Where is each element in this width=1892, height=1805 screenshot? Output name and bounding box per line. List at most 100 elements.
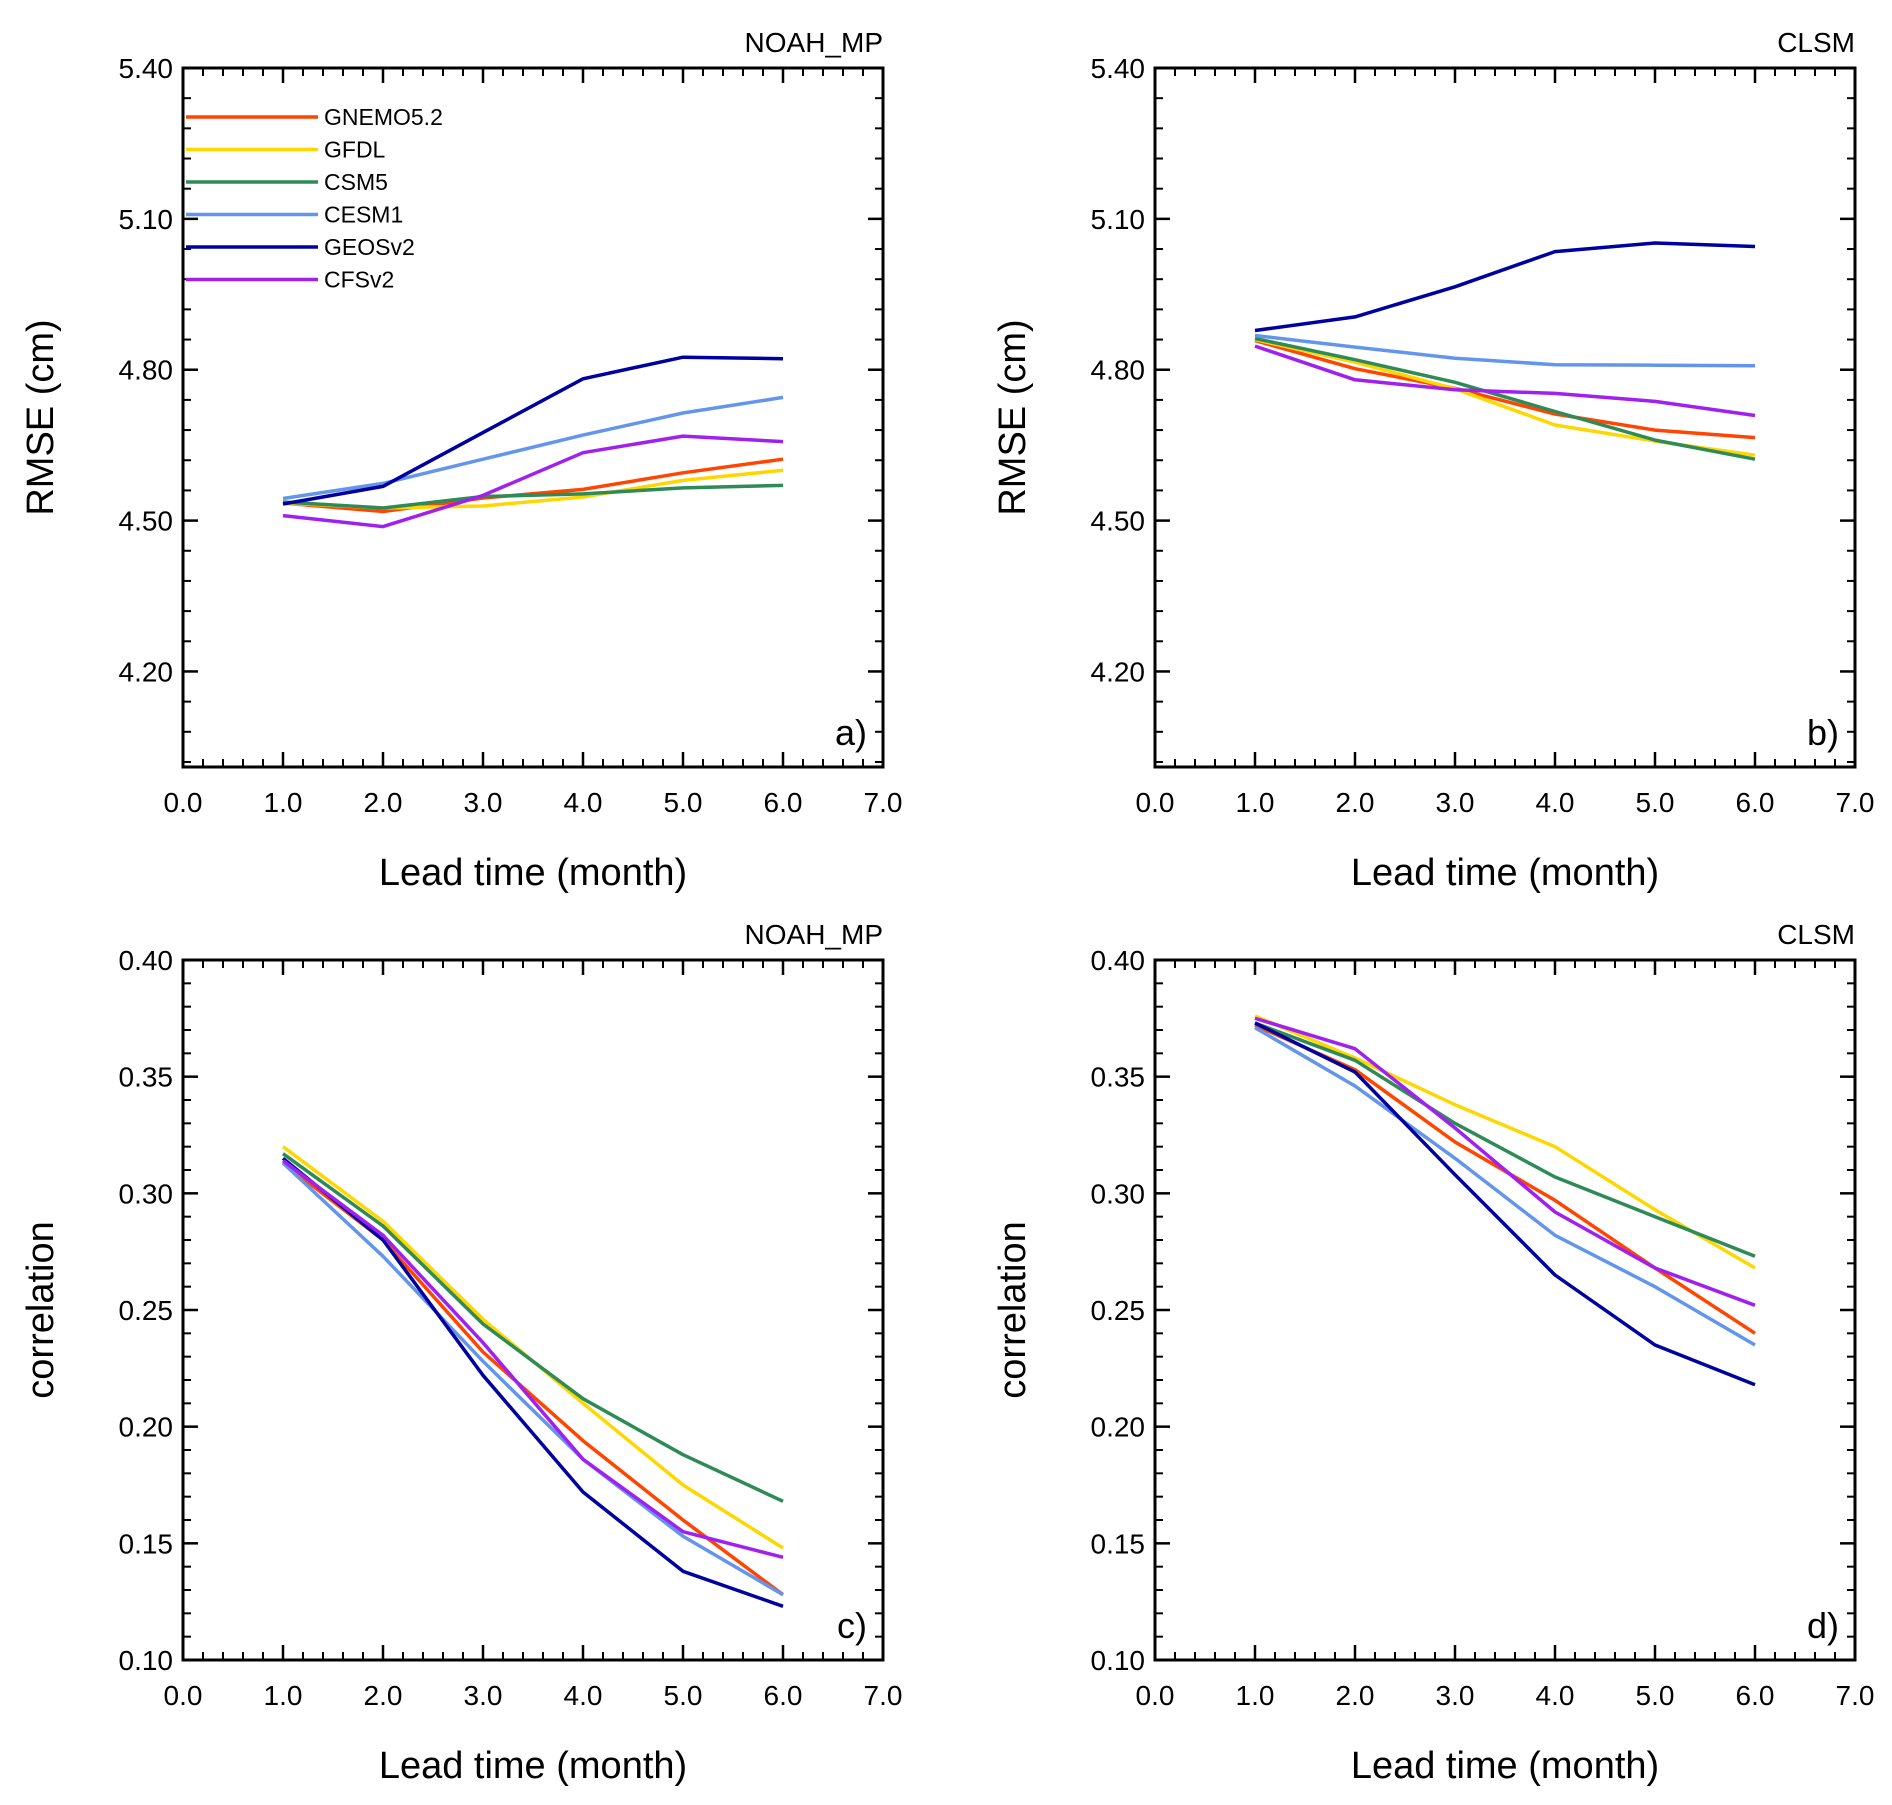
plot-frame (181, 66, 885, 769)
y-tick-label: 0.25 (119, 1295, 174, 1326)
x-tick-label: 7.0 (864, 1680, 903, 1711)
y-tick-label: 0.20 (119, 1412, 174, 1443)
x-tick-label: 1.0 (1236, 787, 1275, 818)
x-tick-label: 6.0 (1736, 787, 1775, 818)
panel-b-rmse-clsm: 4.20 4.50 4.80 5.10 5.40 0.0 1.0 2.0 3.0 4.0 5.0 6.… (992, 27, 1874, 894)
series-line-geosv2 (281, 1156, 784, 1608)
x-tick-label: 1.0 (1236, 1680, 1275, 1711)
x-tick-label: 3.0 (464, 787, 503, 818)
y-tick-label: 0.30 (119, 1178, 174, 1209)
series-line-gnemo5-2 (281, 1161, 785, 1597)
y-tick-label: 5.10 (119, 204, 174, 235)
x-tick-label: 5.0 (1636, 1680, 1675, 1711)
x-tick-label: 0.0 (164, 787, 203, 818)
legend-label: GFDL (324, 137, 386, 163)
x-tick-label: 7.0 (1836, 1680, 1875, 1711)
series-line-cfsv2 (282, 434, 784, 529)
x-tick-label: 7.0 (1836, 787, 1875, 818)
panel-d-correlation-clsm: 0.10 0.15 0.20 0.25 0.30 0.35 0.40 0.0 1.0 2.0 3.0… (992, 919, 1874, 1787)
series-line-gfdl (1254, 1014, 1756, 1270)
panel-label: a) (835, 712, 867, 753)
y-tick-label: 0.10 (1091, 1645, 1146, 1676)
plot-frame (1153, 66, 1857, 769)
series-line-gnemo5-2 (1254, 338, 1756, 440)
series-line-csm5 (282, 483, 784, 510)
series-line-geosv2 (282, 355, 784, 506)
y-tick-label: 0.20 (1091, 1412, 1146, 1443)
series-line-geosv2 (1254, 1021, 1756, 1387)
series-line-cesm1 (1254, 1026, 1756, 1347)
panel-title: NOAH_MP (745, 27, 883, 58)
panel-label: b) (1807, 712, 1839, 753)
x-axis-title: Lead time (month) (379, 1745, 687, 1787)
x-tick-label: 5.0 (664, 1680, 703, 1711)
legend-label: CSM5 (324, 169, 388, 195)
series-line-gnemo5-2 (282, 457, 784, 514)
x-tick-label: 4.0 (564, 787, 603, 818)
y-axis-title: RMSE (cm) (20, 319, 62, 515)
y-axis-title: correlation (992, 1221, 1034, 1398)
panel-label: d) (1807, 1605, 1839, 1646)
x-axis-title: Lead time (month) (1351, 1745, 1659, 1787)
x-axis-title: Lead time (month) (1351, 852, 1659, 894)
series-line-csm5 (281, 1152, 784, 1503)
x-tick-label: 1.0 (264, 787, 303, 818)
legend-label: GNEMO5.2 (324, 104, 443, 130)
x-tick-label: 6.0 (1736, 1680, 1775, 1711)
x-tick-label: 6.0 (764, 787, 803, 818)
x-tick-label: 0.0 (1136, 1680, 1175, 1711)
panel-c-correlation-noah-mp: 0.10 0.15 0.20 0.25 0.30 0.35 0.40 0.0 1.0 2.0 3.0… (20, 919, 902, 1787)
series-line-csm5 (1254, 1021, 1756, 1258)
x-tick-label: 2.0 (364, 1680, 403, 1711)
y-tick-label: 4.20 (1091, 656, 1146, 687)
plot-frame (1153, 958, 1857, 1662)
y-tick-label: 0.30 (1091, 1178, 1146, 1209)
legend-label: CFSv2 (324, 267, 394, 293)
x-tick-label: 2.0 (1336, 1680, 1375, 1711)
y-tick-label: 4.50 (119, 506, 174, 537)
x-tick-label: 4.0 (564, 1680, 603, 1711)
series-line-cesm1 (1254, 333, 1756, 368)
x-tick-label: 4.0 (1536, 787, 1575, 818)
y-tick-label: 4.80 (119, 355, 174, 386)
x-tick-label: 2.0 (1336, 787, 1375, 818)
legend-label: GEOSv2 (324, 234, 415, 260)
y-tick-label: 0.15 (119, 1528, 174, 1559)
series-line-cfsv2 (281, 1159, 784, 1559)
series-line-cfsv2 (1254, 1016, 1756, 1307)
series-line-geosv2 (1254, 241, 1756, 333)
series-line-cesm1 (281, 1161, 784, 1597)
x-tick-label: 6.0 (764, 1680, 803, 1711)
panel-title: NOAH_MP (745, 919, 883, 950)
y-axis-title: correlation (20, 1221, 62, 1398)
y-tick-label: 0.35 (119, 1062, 174, 1093)
y-axis-title: RMSE (cm) (992, 319, 1034, 515)
y-tick-label: 5.10 (1091, 204, 1146, 235)
y-tick-label: 4.80 (1091, 355, 1146, 386)
x-tick-label: 5.0 (1636, 787, 1675, 818)
series-line-cesm1 (282, 395, 784, 501)
panel-title: CLSM (1777, 27, 1855, 58)
y-tick-label: 0.25 (1091, 1295, 1146, 1326)
x-tick-label: 5.0 (664, 787, 703, 818)
y-tick-label: 4.20 (119, 656, 174, 687)
series-line-csm5 (1254, 336, 1756, 461)
x-tick-label: 3.0 (464, 1680, 503, 1711)
panel-a-rmse-noah-mp: 4.20 4.50 4.80 5.10 5.40 0.0 1.0 2.0 3.0 4.0 5.0 6.… (20, 27, 902, 894)
x-tick-label: 3.0 (1436, 1680, 1475, 1711)
panel-title: CLSM (1777, 919, 1855, 950)
x-tick-label: 1.0 (264, 1680, 303, 1711)
x-axis-title: Lead time (month) (379, 852, 687, 894)
legend-label: CESM1 (324, 202, 403, 228)
y-tick-label: 0.10 (119, 1645, 174, 1676)
y-tick-label: 0.35 (1091, 1062, 1146, 1093)
x-tick-label: 3.0 (1436, 787, 1475, 818)
series-line-cfsv2 (1254, 344, 1756, 418)
y-tick-label: 0.40 (1091, 945, 1146, 976)
y-tick-label: 5.40 (119, 53, 174, 84)
y-tick-label: 0.40 (119, 945, 174, 976)
x-tick-label: 2.0 (364, 787, 403, 818)
x-tick-label: 7.0 (864, 787, 903, 818)
x-tick-label: 0.0 (164, 1680, 203, 1711)
